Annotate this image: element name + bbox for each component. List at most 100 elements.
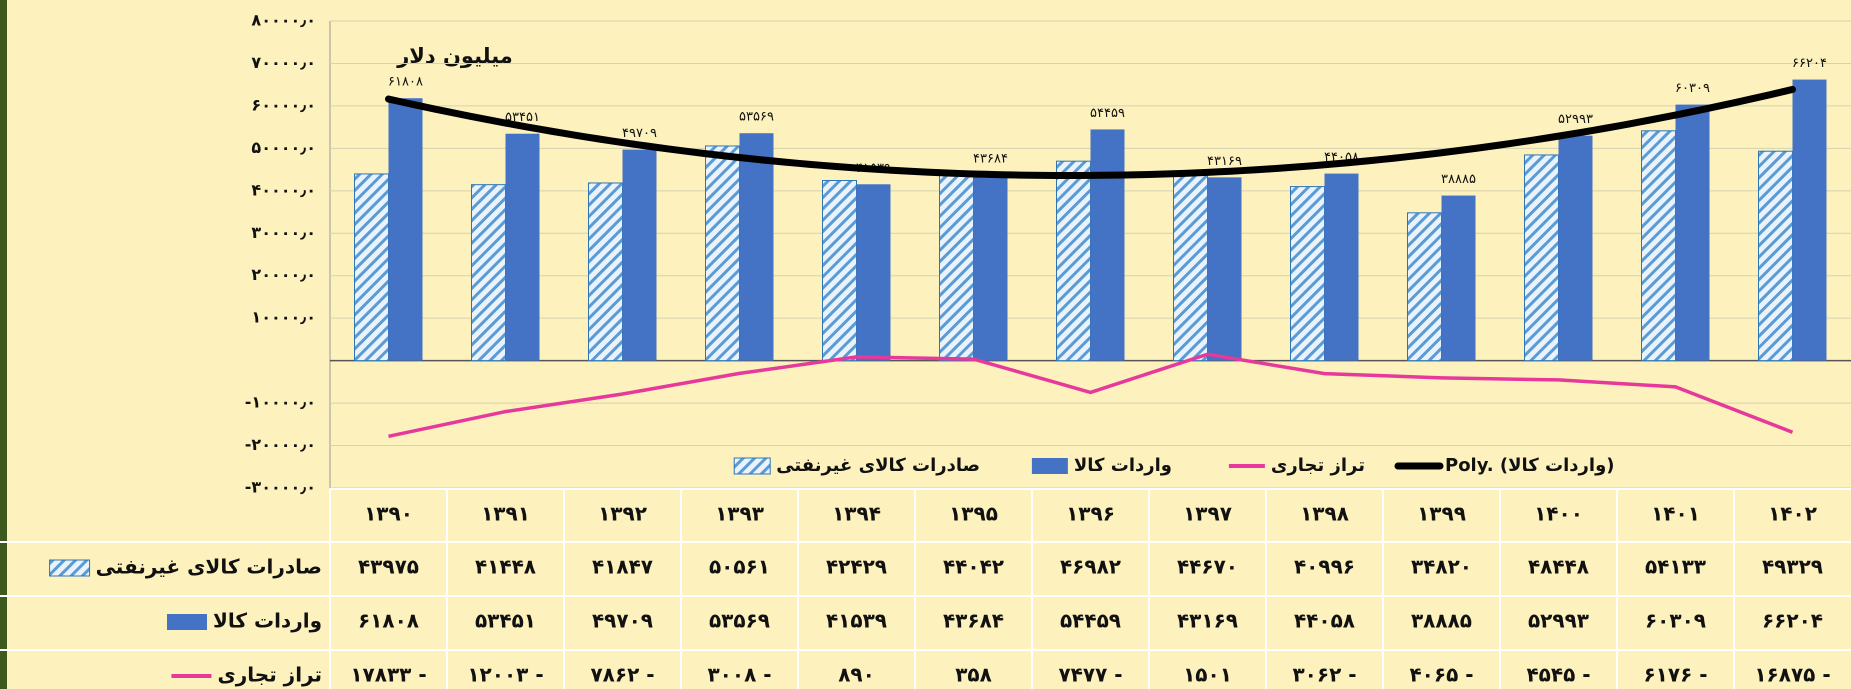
table-cell: ۵۰۵۶۱ <box>709 555 770 579</box>
table-cell: ۴۳۹۷۵ <box>358 555 419 579</box>
table-cell: ۴۸۴۴۸ <box>1528 555 1589 579</box>
y-tick-label: ۳۰۰۰۰٫۰ <box>251 223 316 242</box>
bar <box>622 149 657 361</box>
table-cell: ۶۱۷۶ - <box>1643 663 1707 687</box>
table-cell: ۴۱۵۳۹ <box>826 609 887 633</box>
table-cell: ۵۲۹۹۳ <box>1528 609 1589 633</box>
data-label: ۵۴۴۵۹ <box>1090 106 1125 121</box>
y-tick-label: -۲۰۰۰۰٫۰ <box>245 435 316 454</box>
data-label: ۶۱۸۰۸ <box>388 75 423 90</box>
table-cell: ۴۵۴۵ - <box>1526 663 1590 687</box>
table-row-label: صادرات کالای غیرنفتی <box>96 555 322 579</box>
x-tick-label: ۱۳۹۶ <box>1066 502 1115 526</box>
legend-label: Poly. (واردات کالا) <box>1445 455 1615 476</box>
data-label: ۳۸۸۸۵ <box>1441 172 1476 187</box>
bar <box>1558 135 1593 361</box>
legend-label: واردات کالا <box>1074 455 1172 476</box>
y-tick-label: ۸۰۰۰۰٫۰ <box>251 11 316 30</box>
table-cell: ۴۴۰۵۸ <box>1294 609 1355 633</box>
table-cell: ۴۰۹۹۶ <box>1294 555 1355 579</box>
table-cell: ۴۴۰۴۲ <box>943 555 1004 579</box>
y-tick-label: -۳۰۰۰۰٫۰ <box>245 478 316 497</box>
bar <box>1173 170 1208 362</box>
table-cell: ۴۰۶۵ - <box>1409 663 1473 687</box>
x-tick-label: ۱۳۹۳ <box>715 502 764 526</box>
table-row-label: واردات کالا <box>213 609 322 633</box>
bar <box>388 98 423 361</box>
table-cell: ۴۳۱۶۹ <box>1177 609 1238 633</box>
table-cell: ۸۹۰ <box>838 663 875 687</box>
bar <box>588 182 623 362</box>
table-cell: ۳۴۸۲۰ <box>1411 555 1472 579</box>
table-cell: ۶۱۸۰۸ <box>358 609 419 633</box>
table-row-label: تراز تجاری <box>217 663 322 687</box>
x-tick-label: ۱۳۹۸ <box>1300 502 1349 526</box>
table-cell: ۱۵۰۱ <box>1183 663 1232 687</box>
bar <box>1290 186 1325 362</box>
x-tick-label: ۱۴۰۱ <box>1651 502 1700 526</box>
annotation: میلیون دلار <box>396 44 513 68</box>
bar <box>1524 154 1559 362</box>
table-cell: ۴۱۴۴۸ <box>475 555 536 579</box>
table-cell: ۵۴۴۵۹ <box>1060 609 1121 633</box>
trendline <box>385 85 1796 179</box>
bar <box>1675 104 1710 361</box>
left-border <box>0 0 7 689</box>
bar <box>471 184 506 362</box>
table-cell: ۵۳۵۶۹ <box>709 609 770 633</box>
bar <box>1758 150 1793 362</box>
bar <box>1792 79 1827 361</box>
bar <box>973 175 1008 361</box>
bar <box>705 145 740 362</box>
data-label: ۴۳۶۸۴ <box>973 152 1008 167</box>
table-cell: ۷۸۶۲ - <box>590 663 654 687</box>
y-tick-label: ۵۰۰۰۰٫۰ <box>251 138 316 157</box>
data-label: ۴۹۷۰۹ <box>622 126 657 141</box>
legend-label: صادرات کالای غیرنفتی <box>776 455 980 476</box>
legend-swatch <box>49 559 91 577</box>
legend-swatch <box>1031 458 1068 474</box>
x-tick-label: ۱۴۰۰ <box>1534 502 1583 526</box>
x-tick-label: ۱۳۹۴ <box>832 502 881 526</box>
bar <box>1407 212 1442 362</box>
table-cell: ۶۶۲۰۴ <box>1762 609 1823 633</box>
y-tick-label: ۲۰۰۰۰٫۰ <box>251 265 316 284</box>
legend-swatch <box>733 457 771 475</box>
bar <box>739 133 774 361</box>
bar <box>1641 130 1676 362</box>
table-cell: ۴۶۹۸۲ <box>1060 555 1121 579</box>
x-tick-label: ۱۴۰۲ <box>1768 502 1817 526</box>
y-tick-label: ۱۰۰۰۰٫۰ <box>251 308 316 327</box>
table-cell: ۶۰۳۰۹ <box>1645 609 1706 633</box>
table-cell: ۳۸۸۸۵ <box>1411 609 1472 633</box>
legend-label: تراز تجاری <box>1271 455 1365 476</box>
x-tick-label: ۱۳۹۲ <box>598 502 647 526</box>
table-cell: ۱۶۸۷۵ - <box>1754 663 1830 687</box>
bar <box>939 173 974 362</box>
y-tick-label: ۴۰۰۰۰٫۰ <box>251 180 316 199</box>
table-cell: ۴۹۳۲۹ <box>1762 555 1823 579</box>
table-cell: ۳۵۸ <box>955 663 992 687</box>
table-cell: ۱۷۸۳۳ - <box>350 663 426 687</box>
bar <box>354 173 389 362</box>
bar <box>1056 160 1091 362</box>
table-cell: ۴۴۶۷۰ <box>1177 555 1238 579</box>
bar <box>822 180 857 362</box>
table-cell: ۴۳۶۸۴ <box>943 609 1004 633</box>
table-cell: ۳۰۰۸ - <box>707 663 771 687</box>
bar <box>1441 195 1476 361</box>
x-tick-label: ۱۳۹۵ <box>949 502 998 526</box>
bar <box>1090 129 1125 361</box>
data-label: ۶۶۲۰۴ <box>1792 56 1827 71</box>
table-cell: ۴۲۴۲۹ <box>826 555 887 579</box>
data-label: ۵۲۹۹۳ <box>1558 112 1593 127</box>
data-label: ۴۳۱۶۹ <box>1207 154 1242 169</box>
line-series <box>388 352 1794 439</box>
bar <box>856 184 891 361</box>
x-tick-label: ۱۳۹۹ <box>1417 502 1466 526</box>
y-tick-label: ۷۰۰۰۰٫۰ <box>251 53 316 72</box>
table-cell: ۵۳۴۵۱ <box>475 609 536 633</box>
table-cell: ۴۹۷۰۹ <box>592 609 653 633</box>
bar <box>505 133 540 361</box>
